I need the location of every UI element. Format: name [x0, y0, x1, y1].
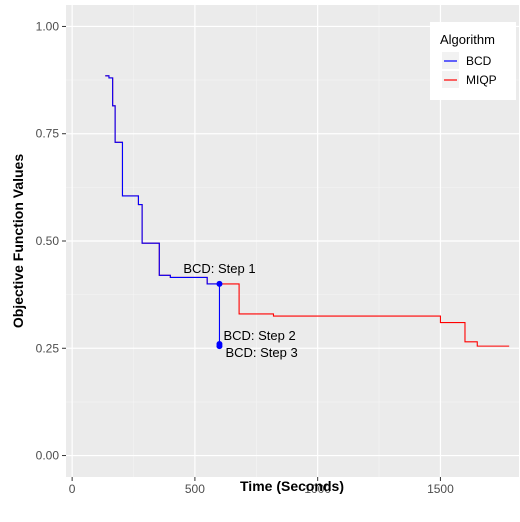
major-gridlines	[66, 5, 519, 477]
legend-label-miqp: MIQP	[466, 73, 497, 87]
x-tick-label: 0	[69, 482, 76, 496]
y-tick-label: 1.00	[36, 19, 60, 33]
legend: Algorithm BCD MIQP	[430, 22, 516, 100]
series-line-bcd	[105, 75, 221, 347]
y-tick-label: 0.00	[36, 449, 60, 463]
legend-label-bcd: BCD	[466, 54, 492, 68]
x-tick-label: 500	[185, 482, 205, 496]
annotation-label-2: BCD: Step 2	[223, 328, 295, 343]
annotation-label-1: BCD: Step 1	[183, 261, 255, 276]
annotation-point-3	[216, 343, 223, 350]
y-tick-label: 0.25	[36, 341, 60, 355]
y-axis-title: Objective Function Values	[10, 154, 26, 328]
annotation-layer: BCD: Step 1 BCD: Step 2 BCD: Step 3	[183, 261, 297, 360]
annotation-label-3: BCD: Step 3	[225, 345, 297, 360]
x-tick-label: 1500	[427, 482, 454, 496]
annotation-point-1	[216, 280, 223, 287]
x-tick-label: 1000	[304, 482, 331, 496]
legend-title: Algorithm	[440, 32, 495, 47]
x-axis-title: Time (Seconds)	[240, 478, 344, 494]
series-layer	[105, 75, 510, 347]
y-tick-label: 0.75	[36, 127, 60, 141]
tick-layer: 0 500 1000 1500 0.00 0.25 0.50 0.75 1.00	[36, 19, 454, 496]
y-tick-label: 0.50	[36, 234, 60, 248]
